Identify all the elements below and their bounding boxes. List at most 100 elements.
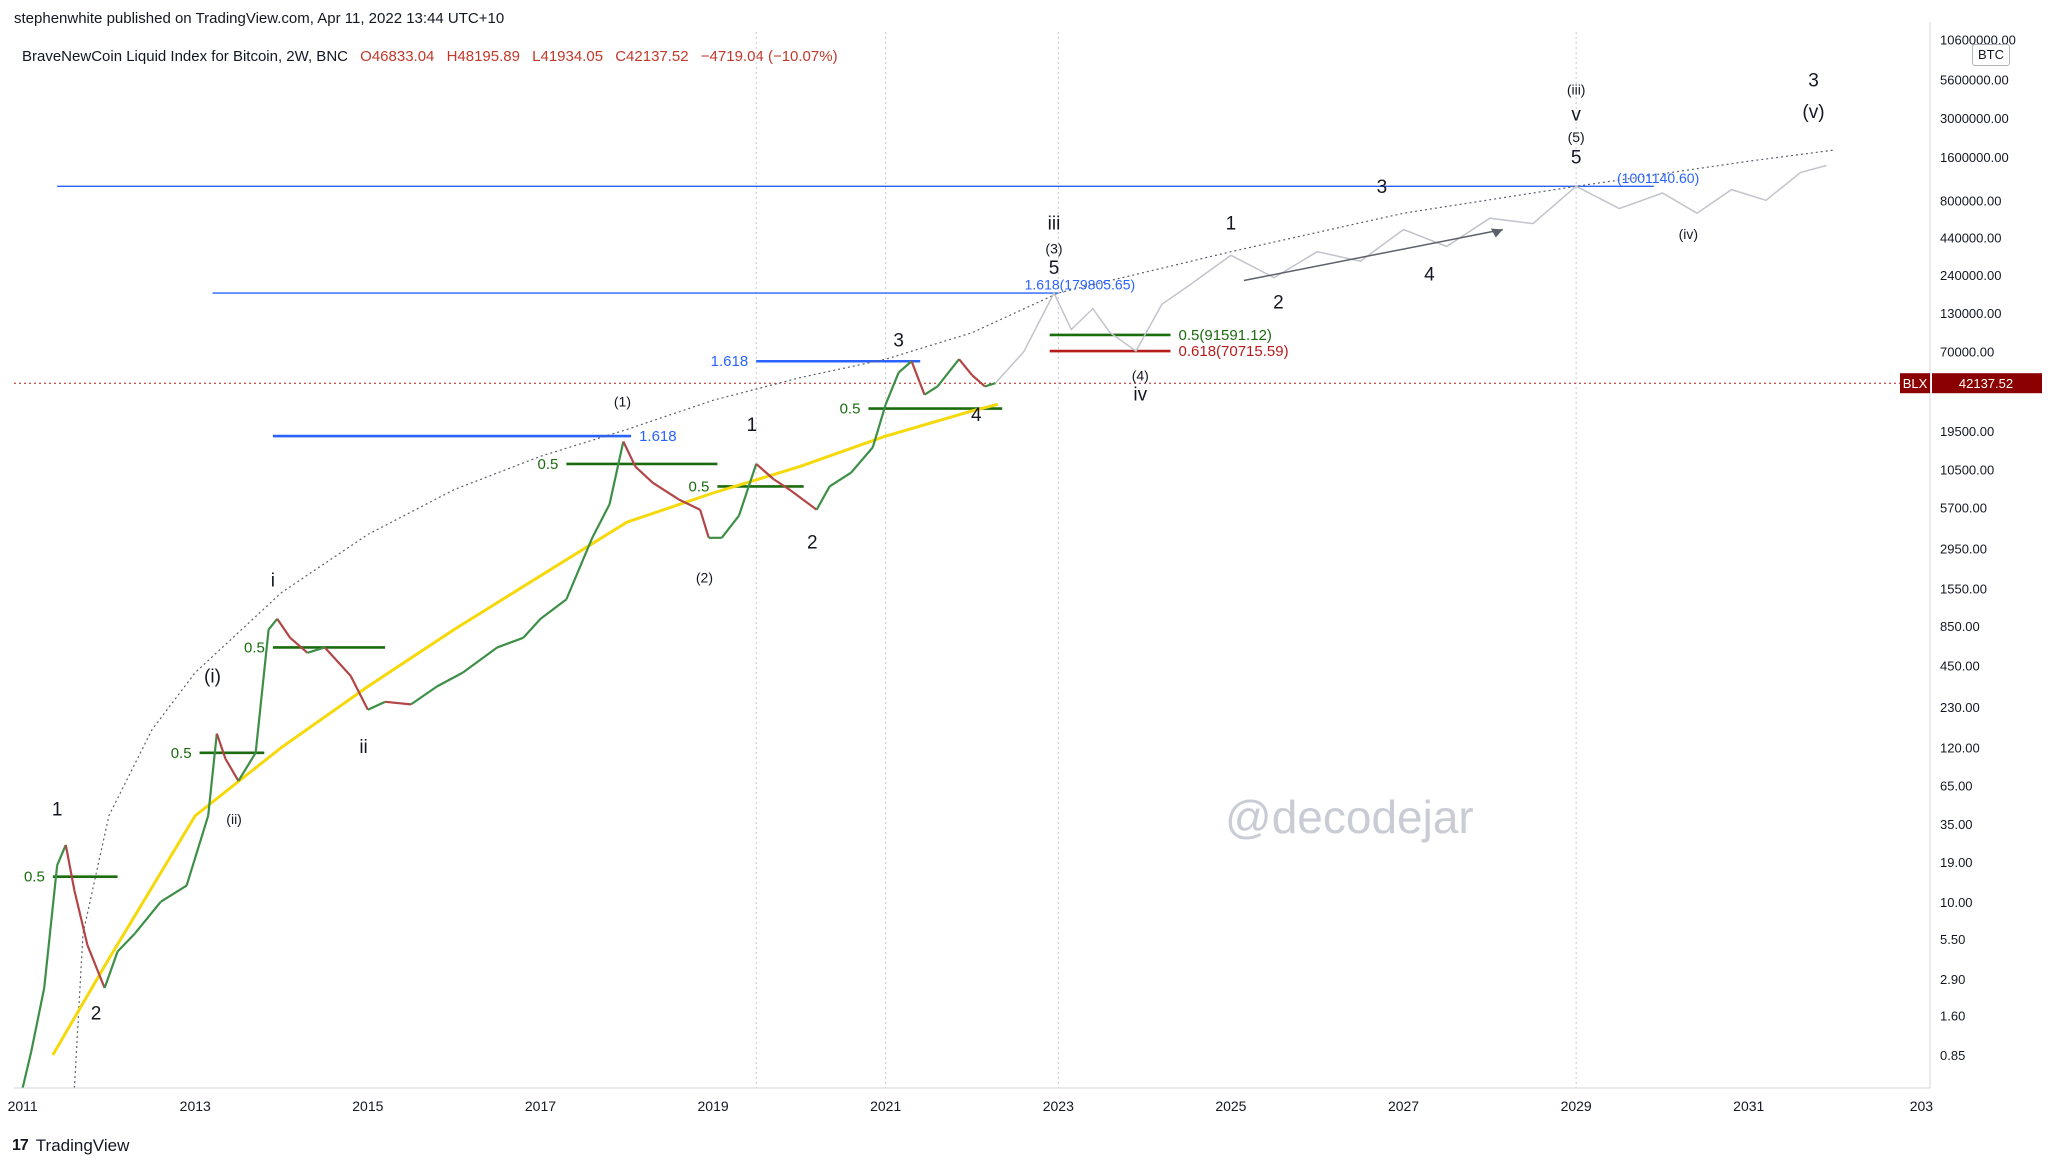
price-segment — [56, 844, 67, 866]
y-tick-label: 19.00 — [1940, 855, 1973, 870]
price-segment — [539, 598, 568, 620]
price-segment — [936, 358, 960, 388]
price-segment — [215, 733, 227, 760]
price-segment — [522, 618, 542, 639]
x-tick-label: 2013 — [180, 1098, 211, 1114]
y-tick-label: 440000.00 — [1940, 230, 2001, 245]
price-segment — [133, 901, 162, 935]
footer: 17 TradingView — [12, 1136, 129, 1156]
chart-grid — [14, 32, 1930, 1088]
wave-label: (iii) — [1567, 81, 1586, 97]
price-segment — [237, 752, 257, 782]
price-segment — [73, 890, 89, 946]
level-label: 0.5 — [538, 456, 559, 473]
wave-label: (ii) — [226, 811, 242, 827]
price-segment — [958, 358, 973, 376]
price-segment — [591, 503, 611, 539]
price-segment — [984, 382, 996, 388]
y-tick-label: 800000.00 — [1940, 193, 2001, 208]
price-segment — [276, 618, 292, 639]
chart-axes: 2011 2013 2015 2017 2019 2021 2023 2025 2027 2029… — [8, 22, 2042, 1114]
y-tick-label: 70000.00 — [1940, 345, 1994, 360]
y-tick-label: 850.00 — [1940, 619, 1980, 634]
wave-label: (1001140.60) — [1617, 170, 1699, 186]
x-tick-label: 2019 — [698, 1098, 729, 1114]
price-segment — [267, 618, 279, 631]
price-segment — [737, 463, 758, 517]
price-segment — [160, 884, 188, 903]
price-segment — [850, 446, 874, 474]
price-segment — [815, 485, 831, 511]
open-value: O46833.04 — [360, 48, 435, 65]
wave-label: (4) — [1132, 368, 1149, 384]
y-tick-label: 10500.00 — [1940, 463, 1994, 478]
wave-label: (3) — [1045, 240, 1062, 256]
y-tick-label: 130000.00 — [1940, 306, 2001, 321]
price-segment — [410, 685, 438, 706]
wave-label: 3 — [893, 331, 904, 352]
fib-levels: 1.618 1.618 0.5 0.5 0.5 0.5 0.5 0.5 0.5(91591.12… — [24, 185, 1654, 886]
x-tick-label: 2021 — [870, 1098, 901, 1114]
publisher-caption: stephenwhite published on TradingView.co… — [14, 10, 505, 27]
price-segment — [897, 360, 913, 374]
wave-label: 5 — [1571, 147, 1582, 168]
wave-label: 2 — [807, 532, 818, 553]
level-label: 1.618 — [639, 428, 677, 445]
y-tick-label: 3000000.00 — [1940, 111, 2009, 126]
wave-label: (i) — [204, 667, 221, 688]
level-label: 0.5 — [24, 869, 45, 886]
symbol-title: BraveNewCoin Liquid Index for Bitcoin, 2… — [22, 48, 348, 65]
price-segment — [652, 481, 680, 501]
price-segment — [828, 471, 852, 488]
currency-badge[interactable]: BTC — [1972, 44, 2010, 66]
price-segment — [634, 465, 654, 484]
wave-label: ii — [359, 737, 367, 758]
price-segment — [224, 758, 240, 782]
price-segment — [884, 372, 900, 405]
high-value: H48195.89 — [446, 48, 520, 65]
x-tick-label: 203 — [1910, 1098, 1934, 1114]
wave-label: iii — [1048, 213, 1061, 234]
price-segment — [772, 478, 792, 492]
price-segment — [971, 374, 986, 388]
wave-label: iv — [1133, 384, 1147, 405]
wave-label: 1.618(179805.65) — [1025, 277, 1136, 293]
x-tick-label: 2011 — [8, 1098, 38, 1114]
y-tick-label: 1550.00 — [1940, 581, 1987, 596]
price-segment — [254, 629, 270, 753]
x-tick-label: 2015 — [352, 1098, 383, 1114]
tradingview-logo-icon: 17 — [12, 1137, 29, 1154]
change-value: −4719.04 (−10.07%) — [700, 48, 838, 65]
watermark: @decodejar — [1225, 791, 1474, 843]
level-label: 0.5 — [244, 639, 265, 656]
x-tick-label: 2027 — [1388, 1098, 1419, 1114]
y-tick-label: 230.00 — [1940, 700, 1980, 715]
wave-label: (v) — [1802, 102, 1824, 123]
x-tick-label: 2031 — [1733, 1098, 1764, 1114]
arrow-head-icon — [1490, 228, 1503, 238]
projection-arrow — [1243, 228, 1503, 282]
wave-labels: 1.618(179805.65)(1001140.60)12(i)(ii)iii… — [52, 70, 1825, 1024]
price-segment — [565, 537, 594, 600]
y-tick-label: 2.90 — [1940, 972, 1965, 987]
low-value: L41934.05 — [532, 48, 604, 65]
footer-brand: TradingView — [35, 1136, 130, 1155]
level-label: 0.618(70715.59) — [1179, 343, 1289, 360]
y-tick-label: 5700.00 — [1940, 501, 1987, 516]
symbol-legend[interactable]: BraveNewCoin Liquid Index for Bitcoin, 2… — [22, 48, 838, 65]
wave-label: 1 — [1226, 213, 1237, 234]
price-segment — [367, 700, 386, 711]
price-tag-symbol-box — [1900, 373, 1930, 394]
price-tag-box — [1932, 373, 2042, 394]
close-value: C42137.52 — [615, 48, 689, 65]
wave-label: (5) — [1568, 129, 1585, 145]
projection-path — [994, 164, 1827, 384]
price-segment — [116, 932, 136, 953]
level-label: 0.5 — [840, 401, 861, 418]
level-label: 0.5 — [171, 745, 192, 762]
y-tick-label: 240000.00 — [1940, 268, 2001, 283]
price-segment — [307, 646, 326, 654]
price-segment — [871, 403, 887, 448]
wave-label: 2 — [91, 1004, 102, 1025]
